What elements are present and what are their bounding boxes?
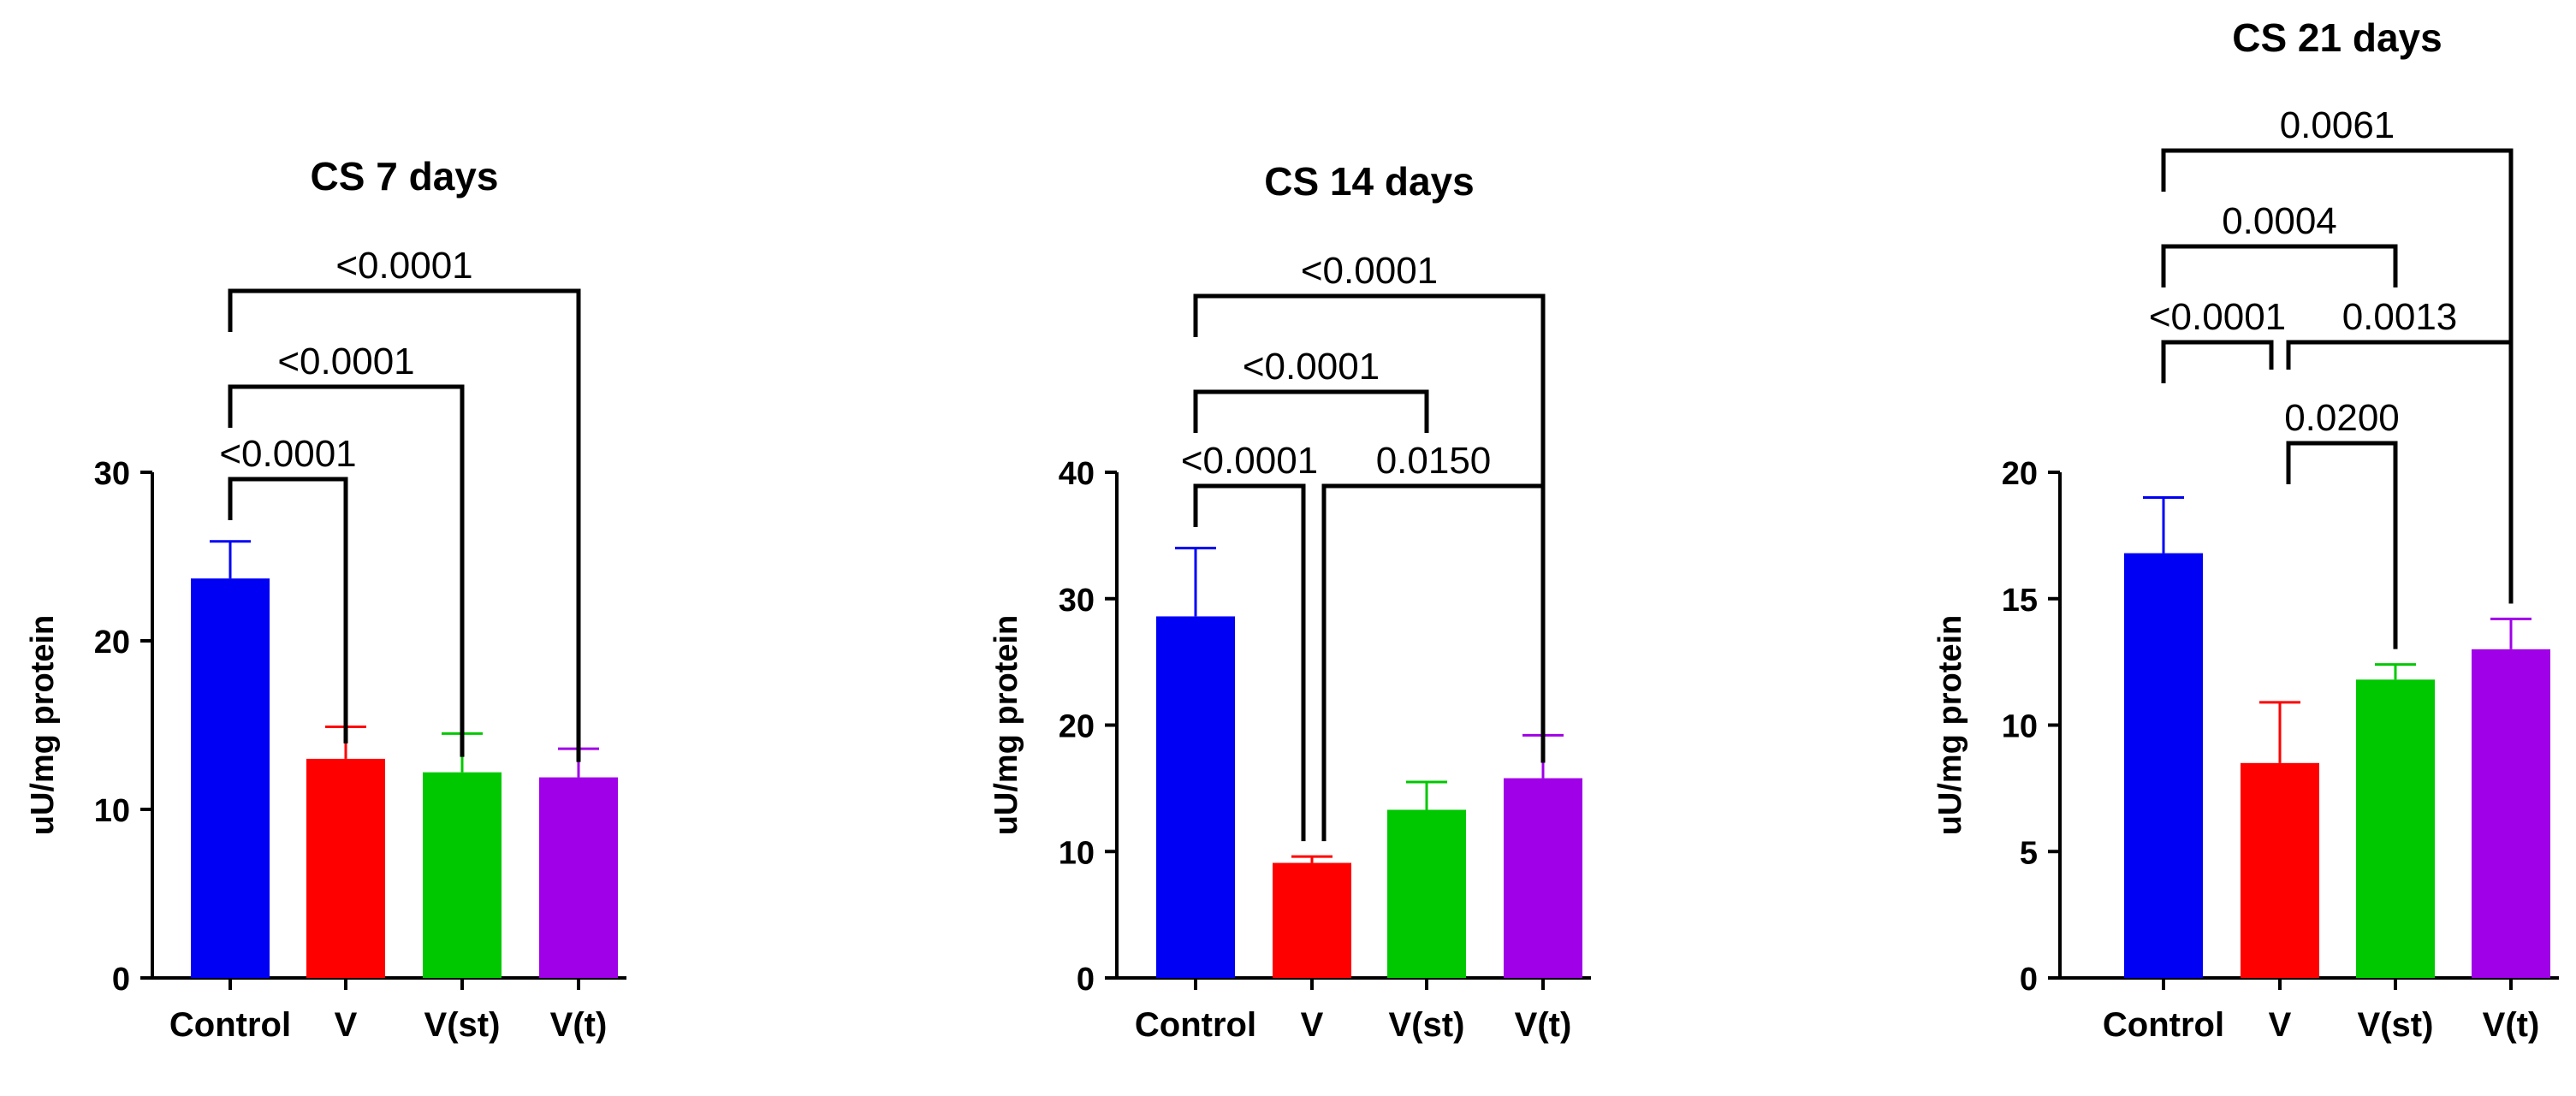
category-label: V(st) <box>1389 1006 1465 1044</box>
significance-bracket <box>228 477 348 744</box>
significance-bracket <box>2286 340 2514 604</box>
p-value-label: <0.0001 <box>277 341 414 382</box>
p-value-label: 0.0061 <box>2280 104 2395 146</box>
y-axis-label: uU/mg protein <box>25 615 61 836</box>
p-value-label: 0.0150 <box>1376 440 1492 482</box>
y-tick-label: 10 <box>94 793 130 829</box>
category-label: Control <box>1135 1006 1256 1044</box>
y-axis-label: uU/mg protein <box>988 615 1024 836</box>
category-label: V(t) <box>1515 1006 1572 1044</box>
chart-title: CS 14 days <box>1264 159 1474 204</box>
significance-bracket <box>2161 148 2514 604</box>
category-label: V <box>1301 1006 1324 1044</box>
p-value-label: <0.0001 <box>1181 440 1318 482</box>
significance-bracket <box>2161 340 2274 383</box>
category-label: V <box>335 1006 358 1044</box>
y-tick-label: 20 <box>94 625 130 661</box>
significance-bracket <box>2161 244 2398 287</box>
chart-panel-2: CS 14 days uU/mg protein 0 10 20 30 40 Control V… <box>988 159 1591 1044</box>
p-value-label: 0.0004 <box>2222 200 2337 242</box>
p-value-label: 0.0013 <box>2342 296 2458 338</box>
y-tick-label: 5 <box>2020 835 2038 871</box>
y-tick-label: 10 <box>1059 835 1095 871</box>
y-tick-label: 30 <box>1059 583 1095 619</box>
y-tick-label: 0 <box>2020 962 2038 998</box>
chart-title: CS 7 days <box>311 154 499 198</box>
p-value-label: <0.0001 <box>1301 250 1438 292</box>
category-label: V(st) <box>424 1006 501 1044</box>
bar-V <box>2241 762 2319 978</box>
significance-bracket <box>2286 441 2398 649</box>
p-value-label: <0.0001 <box>1243 346 1380 388</box>
bar-Control <box>1156 616 1235 978</box>
bar-V(t) <box>539 777 618 978</box>
significance-bracket <box>1193 389 1429 433</box>
significance-bracket <box>228 384 465 757</box>
category-label: Control <box>169 1006 291 1044</box>
p-value-label: <0.0001 <box>219 433 356 475</box>
y-tick-label: 10 <box>2002 709 2038 745</box>
y-tick-label: 30 <box>94 456 130 492</box>
chart-panel-3: CS 21 days uU/mg protein 0 5 10 15 20 Control V V… <box>1932 15 2559 1044</box>
bar-V(t) <box>2472 649 2550 978</box>
bar-Control <box>2124 553 2203 978</box>
significance-bracket <box>228 288 581 762</box>
chart-panel-1: CS 7 days uU/mg protein 0 10 20 30 Control V V(s… <box>25 154 626 1044</box>
y-tick-label: 15 <box>2002 583 2038 619</box>
category-label: V(t) <box>2483 1006 2540 1044</box>
significance-bracket <box>1193 483 1306 842</box>
p-value-label: 0.0200 <box>2284 397 2400 439</box>
bar-V(st) <box>2356 679 2435 978</box>
category-label: V(st) <box>2358 1006 2434 1044</box>
bar-V(st) <box>423 772 502 978</box>
category-label: V <box>2269 1006 2292 1044</box>
y-axis-label: uU/mg protein <box>1932 615 1968 836</box>
p-value-label: <0.0001 <box>335 245 472 287</box>
bar-V <box>1273 862 1351 978</box>
y-tick-label: 0 <box>112 962 130 998</box>
y-tick-label: 40 <box>1059 456 1095 492</box>
chart-title: CS 21 days <box>2232 15 2442 60</box>
category-label: V(t) <box>550 1006 608 1044</box>
y-tick-label: 20 <box>1059 709 1095 745</box>
significance-bracket <box>1193 293 1546 763</box>
y-tick-label: 0 <box>1077 962 1095 998</box>
category-label: Control <box>2103 1006 2224 1044</box>
bar-V <box>306 758 385 978</box>
bar-Control <box>191 578 270 978</box>
bar-V(t) <box>1504 778 1582 978</box>
p-value-label: <0.0001 <box>2149 296 2286 338</box>
y-tick-label: 20 <box>2002 456 2038 492</box>
bar-V(st) <box>1387 809 1466 978</box>
